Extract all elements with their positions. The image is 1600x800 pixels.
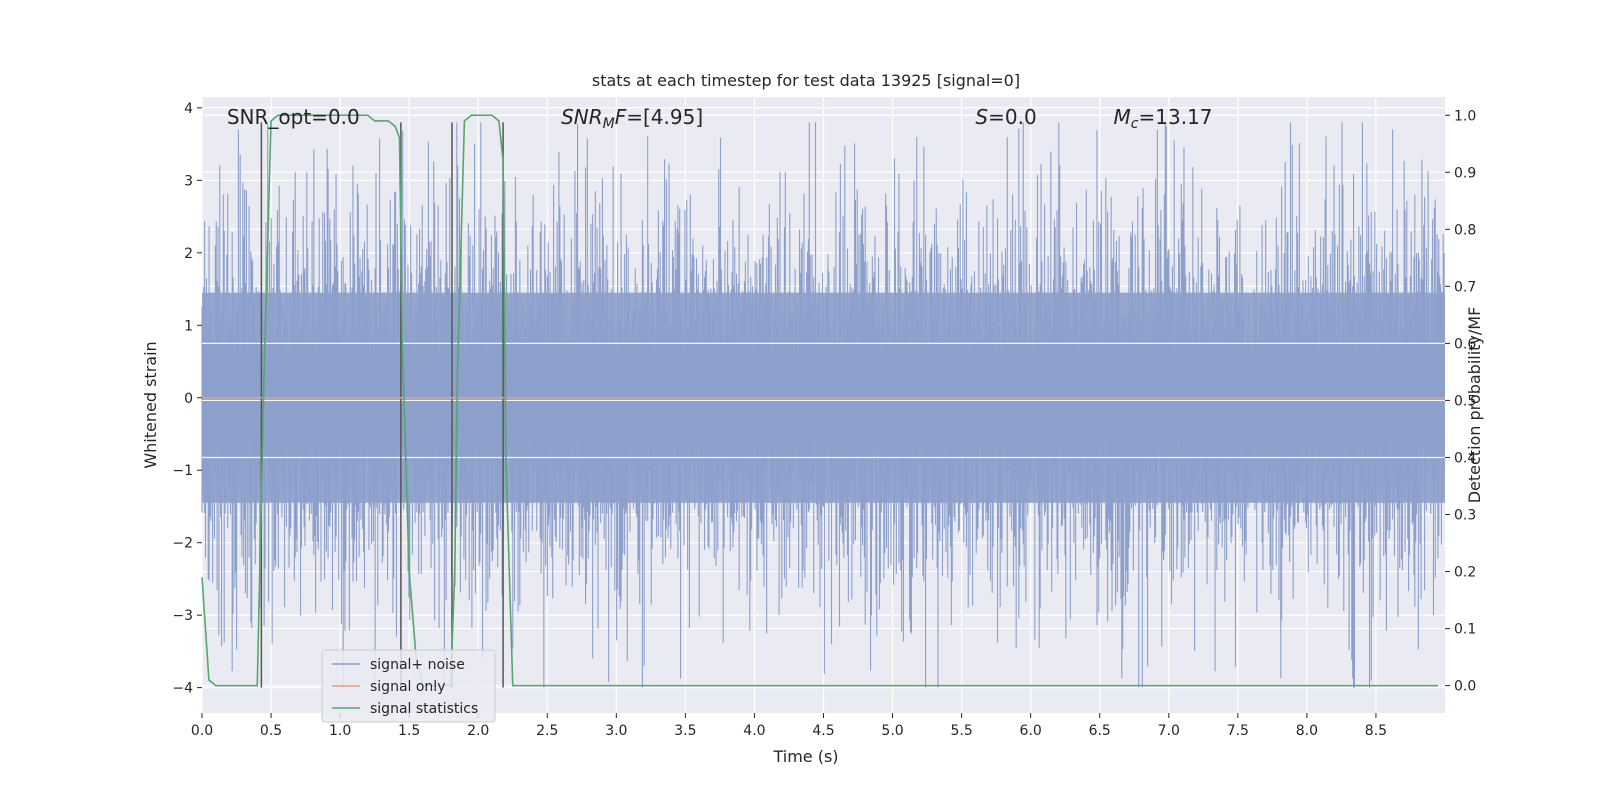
x-tick-label: 6.0 bbox=[1020, 723, 1042, 739]
annotation-mc: Mc=13.17 bbox=[1114, 105, 1213, 132]
y2-tick-label: 0.5 bbox=[1454, 393, 1476, 409]
x-tick-label: 0.0 bbox=[191, 723, 213, 739]
y-tick-label: −1 bbox=[172, 463, 193, 479]
y2-tick-label: 0.9 bbox=[1454, 165, 1476, 181]
x-tick-label: 4.5 bbox=[812, 723, 834, 739]
y2-tick-label: 0.1 bbox=[1454, 622, 1476, 638]
x-tick-label: 3.0 bbox=[605, 723, 627, 739]
x-tick-label: 5.5 bbox=[950, 723, 972, 739]
x-axis-label: Time (s) bbox=[772, 747, 838, 766]
x-tick-label: 0.5 bbox=[260, 723, 282, 739]
y2-tick-label: 0.2 bbox=[1454, 565, 1476, 581]
x-tick-label: 2.0 bbox=[467, 723, 489, 739]
annotation-snr-mf: SNRMF=[4.95] bbox=[561, 105, 703, 132]
y2-tick-label: 0.4 bbox=[1454, 450, 1476, 466]
y2-tick-label: 0.3 bbox=[1454, 508, 1476, 524]
legend-label-signal-statistics: signal statistics bbox=[370, 701, 478, 717]
y-axis-label: Whitened strain bbox=[141, 341, 160, 468]
y2-tick-label: 1.0 bbox=[1454, 108, 1476, 124]
x-tick-label: 1.5 bbox=[398, 723, 420, 739]
x-tick-label: 8.0 bbox=[1296, 723, 1318, 739]
y-tick-label: 0 bbox=[184, 391, 193, 407]
legend-box bbox=[321, 649, 496, 723]
y-tick-label: −4 bbox=[172, 681, 193, 697]
x-tick-label: 1.0 bbox=[329, 723, 351, 739]
annotation-snr-opt: SNR_opt=0.0 bbox=[227, 105, 360, 129]
y2-tick-label: 0.0 bbox=[1454, 679, 1476, 695]
y-tick-label: 2 bbox=[184, 246, 193, 262]
x-tick-label: 2.5 bbox=[536, 723, 558, 739]
y2-tick-label: 0.8 bbox=[1454, 222, 1476, 238]
x-tick-label: 8.5 bbox=[1365, 723, 1387, 739]
y-tick-label: 1 bbox=[184, 318, 193, 334]
annotation-s-stat: S=0.0 bbox=[975, 105, 1036, 129]
y-tick-label: 4 bbox=[184, 101, 193, 117]
y2-tick-label: 0.6 bbox=[1454, 336, 1476, 352]
x-tick-label: 4.0 bbox=[743, 723, 765, 739]
x-tick-label: 6.5 bbox=[1089, 723, 1111, 739]
annotations: SNR_opt=0.0 SNRMF=[4.95] S=0.0 Mc=13.17 bbox=[227, 105, 1213, 132]
axes: 0.0 0.5 1.0 1.5 2.0 2.5 3.0 3.5 4.0 4.5 5.0 5.5 6.0 6… bbox=[172, 101, 1476, 739]
legend-label-signal-only: signal only bbox=[370, 679, 445, 695]
series-lines bbox=[201, 114, 1445, 687]
y-tick-label: −3 bbox=[172, 608, 193, 624]
y2-axis-label: Detection probability/MF bbox=[1465, 307, 1484, 504]
x-tick-label: 5.0 bbox=[881, 723, 903, 739]
series-line-2 bbox=[201, 114, 1439, 687]
x-tick-label: 3.5 bbox=[674, 723, 696, 739]
x-tick-label: 7.5 bbox=[1227, 723, 1249, 739]
x-tick-label: 7.0 bbox=[1158, 723, 1180, 739]
legend: signal+ noise signal only signal statist… bbox=[321, 649, 496, 723]
y-tick-label: −2 bbox=[172, 536, 193, 552]
y2-tick-label: 0.7 bbox=[1454, 279, 1476, 295]
y-tick-label: 3 bbox=[184, 173, 193, 189]
chart-title: stats at each timestep for test data 139… bbox=[592, 71, 1020, 90]
legend-label-signal-noise: signal+ noise bbox=[370, 657, 465, 673]
